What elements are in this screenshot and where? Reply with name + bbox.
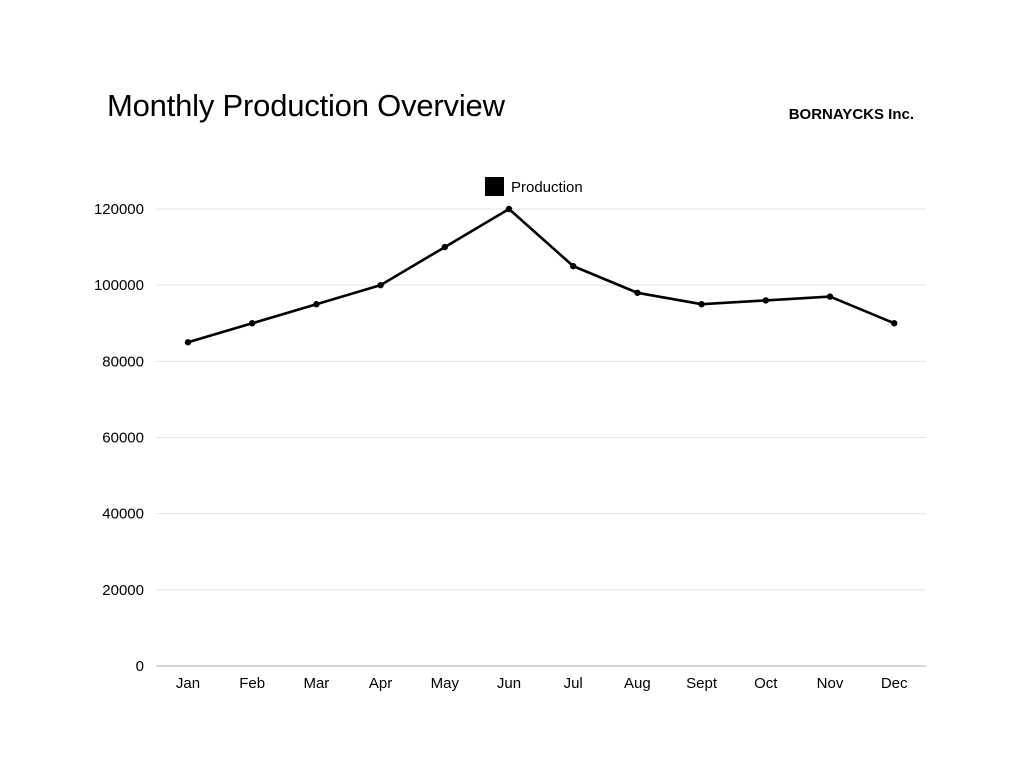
data-point bbox=[313, 301, 320, 308]
y-tick-label: 20000 bbox=[102, 582, 144, 599]
y-tick-label: 60000 bbox=[102, 430, 144, 447]
y-tick-label: 40000 bbox=[102, 506, 144, 523]
data-point bbox=[698, 301, 705, 308]
data-point bbox=[570, 262, 577, 270]
x-tick-label: May bbox=[431, 675, 460, 692]
series-line bbox=[186, 207, 896, 344]
y-tick-label: 120000 bbox=[94, 201, 144, 218]
legend-swatch bbox=[485, 177, 504, 196]
x-tick-label: Sept bbox=[686, 675, 718, 692]
legend: Production bbox=[485, 177, 583, 196]
data-point bbox=[377, 281, 384, 289]
grid-lines bbox=[156, 208, 926, 591]
data-point bbox=[634, 289, 641, 296]
data-point bbox=[762, 297, 769, 304]
data-point bbox=[505, 205, 513, 213]
series-production bbox=[184, 205, 898, 346]
x-tick-label: Mar bbox=[303, 675, 329, 692]
data-point bbox=[826, 293, 834, 300]
x-tick-label: Aug bbox=[624, 675, 651, 692]
data-point bbox=[249, 320, 256, 327]
x-axis: Jan Feb Mar Apr May Jun Jul Aug Sept Oct Nov Dec bbox=[156, 665, 926, 692]
chart-title: Monthly Production Overview bbox=[107, 88, 505, 123]
x-tick-label: Dec bbox=[881, 675, 908, 692]
y-tick-label: 100000 bbox=[94, 277, 144, 294]
brand-name: BORNAYCKS Inc. bbox=[788, 106, 914, 123]
data-point bbox=[441, 243, 448, 251]
data-point bbox=[184, 339, 192, 346]
x-tick-label: Jul bbox=[564, 675, 583, 692]
x-tick-label: Oct bbox=[754, 675, 778, 692]
y-axis: 0 20000 40000 60000 80000 100000 120000 bbox=[94, 201, 144, 675]
x-tick-label: Feb bbox=[239, 675, 265, 692]
x-tick-label: Jun bbox=[497, 675, 521, 692]
y-tick-label: 80000 bbox=[102, 353, 144, 370]
x-tick-label: Jan bbox=[176, 675, 200, 692]
x-tick-label: Nov bbox=[817, 675, 844, 692]
y-tick-label: 0 bbox=[136, 658, 144, 675]
legend-label: Production bbox=[511, 179, 583, 196]
x-tick-label: Apr bbox=[369, 675, 392, 692]
data-point bbox=[891, 320, 898, 327]
